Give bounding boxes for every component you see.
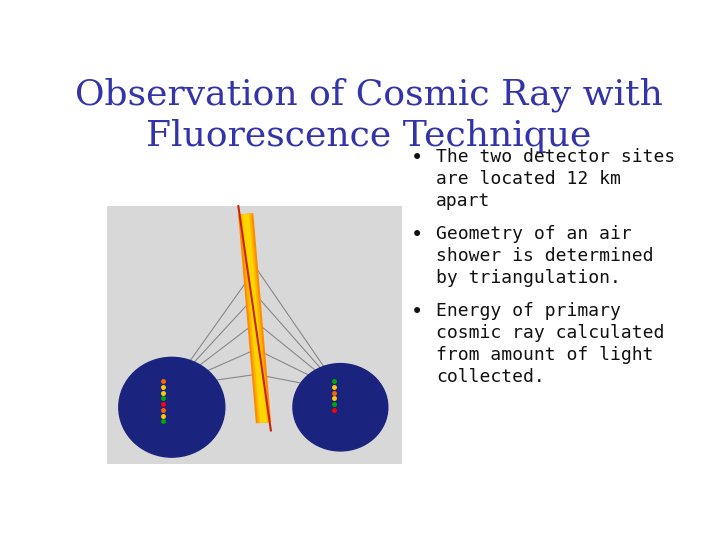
Text: Observation of Cosmic Ray with
Fluorescence Technique: Observation of Cosmic Ray with Fluoresce…	[75, 77, 663, 152]
Ellipse shape	[119, 357, 225, 457]
Text: •: •	[411, 148, 423, 168]
Text: Geometry of an air
shower is determined
by triangulation.: Geometry of an air shower is determined …	[436, 225, 654, 287]
Ellipse shape	[293, 363, 388, 451]
FancyBboxPatch shape	[107, 206, 402, 464]
Text: The two detector sites
are located 12 km
apart: The two detector sites are located 12 km…	[436, 148, 675, 211]
Text: Energy of primary
cosmic ray calculated
from amount of light
collected.: Energy of primary cosmic ray calculated …	[436, 302, 665, 387]
Text: •: •	[411, 225, 423, 245]
Text: •: •	[411, 302, 423, 322]
